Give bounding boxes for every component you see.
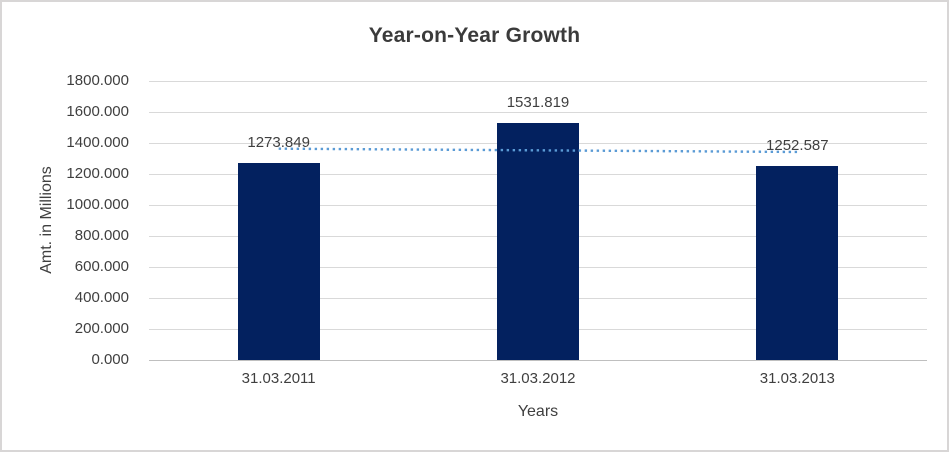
bar-31.03.2013: [756, 165, 839, 360]
x-axis-title: Years: [517, 403, 559, 420]
y-tick-label: 1400.000: [66, 134, 129, 151]
bar-31.03.2011: [237, 162, 320, 360]
data-label: 1273.849: [247, 133, 310, 151]
x-tick-label: 31.03.2012: [500, 370, 576, 387]
y-tick-label: 800.000: [74, 227, 129, 244]
y-tick-label: 1000.000: [66, 196, 129, 213]
y-tick-label: 1600.000: [66, 103, 129, 120]
x-tick-label: 31.03.2011: [241, 370, 316, 387]
data-label: 1531.819: [506, 93, 570, 111]
y-tick-label: 1800.000: [66, 72, 129, 89]
y-tick-label: 200.000: [74, 320, 129, 337]
data-label: 1252.587: [766, 136, 829, 154]
bar-31.03.2012: [497, 122, 579, 360]
y-tick-label: 400.000: [74, 289, 129, 306]
gridline: [149, 81, 927, 82]
y-tick-label: 1200.000: [66, 165, 129, 182]
chart-title: Year-on-Year Growth: [368, 24, 581, 47]
gridline: [149, 112, 927, 113]
x-axis-line: [149, 360, 927, 361]
x-tick-label: 31.03.2013: [759, 370, 835, 387]
y-tick-label: 0.000: [91, 351, 129, 368]
y-tick-label: 600.000: [74, 258, 129, 275]
